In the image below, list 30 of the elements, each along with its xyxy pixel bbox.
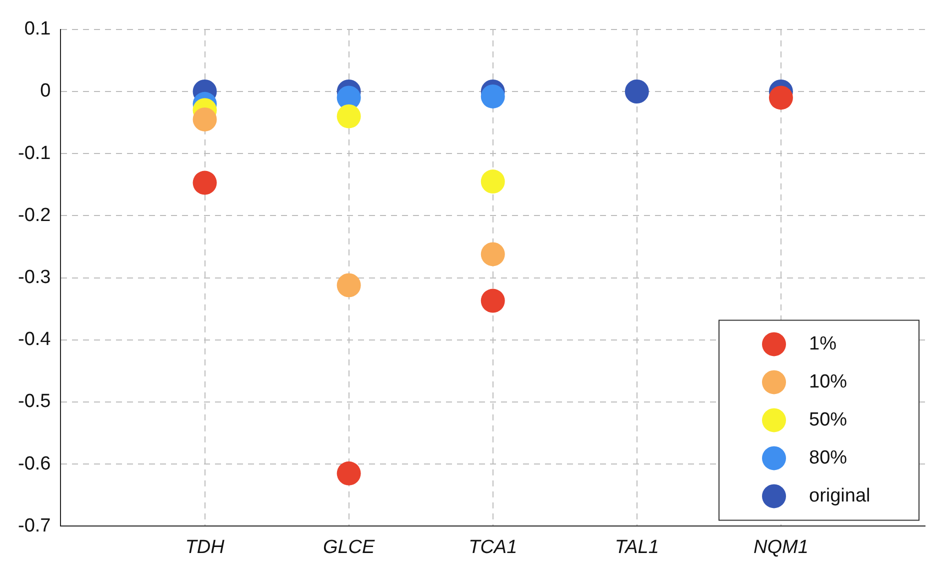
x-tick-label: TCA1 [468, 536, 518, 558]
point [336, 104, 361, 128]
x-tick-label: NQM1 [754, 536, 808, 558]
legend-label: 1% [809, 333, 837, 354]
y-tick-label: -0.5 [18, 391, 51, 412]
legend-label: 50% [809, 409, 848, 430]
legend-label: 10% [809, 371, 848, 392]
y-tick-label: 0.1 [24, 18, 51, 40]
point [480, 242, 505, 266]
legend-label: original [809, 485, 870, 506]
x-tick-label: TDH [185, 536, 225, 558]
y-tick-label: -0.3 [18, 267, 51, 288]
legend-label: 80% [809, 447, 848, 468]
point [480, 170, 505, 194]
point [480, 84, 505, 108]
y-tick-label: -0.7 [18, 515, 51, 536]
point [336, 461, 361, 486]
point [768, 86, 793, 110]
y-tick-label: -0.4 [18, 329, 52, 350]
point [336, 273, 361, 298]
y-tick-label: -0.6 [18, 453, 51, 474]
point [192, 170, 217, 195]
x-tick-label: GLCE [322, 536, 376, 558]
point [480, 288, 505, 313]
y-tick-label: 0 [40, 80, 51, 102]
x-tick-label: TAL1 [614, 536, 659, 558]
point [192, 107, 217, 132]
point [624, 80, 649, 104]
y-tick-label: -0.2 [18, 204, 51, 226]
y-tick-label: -0.1 [18, 142, 51, 164]
